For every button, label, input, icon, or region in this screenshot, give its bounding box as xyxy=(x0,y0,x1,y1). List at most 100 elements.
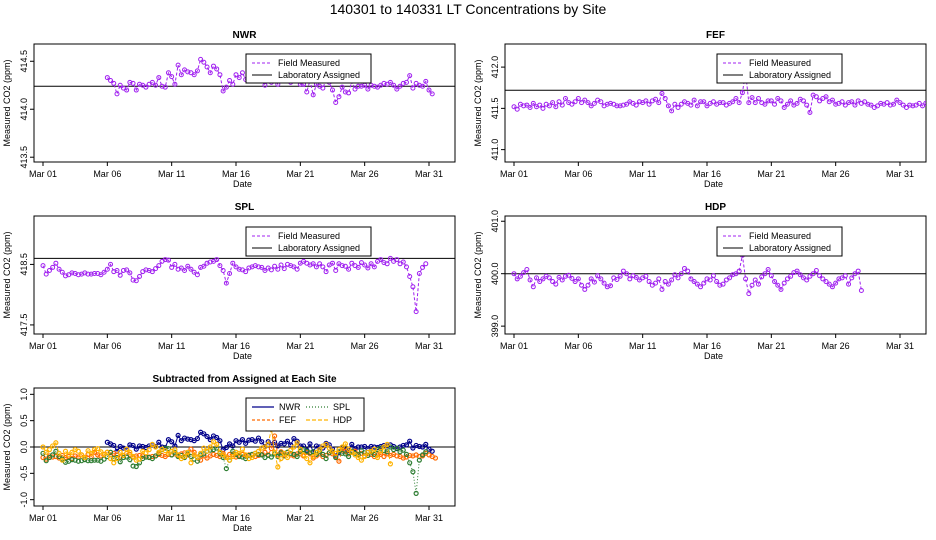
data-point xyxy=(797,272,803,278)
data-point xyxy=(527,105,533,111)
data-point xyxy=(717,100,723,106)
data-point xyxy=(323,269,329,275)
data-point-hdp xyxy=(181,453,188,460)
data-point xyxy=(227,270,233,276)
data-point xyxy=(420,83,426,89)
x-tick-label: Mar 26 xyxy=(351,341,379,351)
data-point-hdp xyxy=(69,449,75,455)
y-tick-label: -1.0 xyxy=(19,492,29,508)
data-point xyxy=(43,271,49,277)
data-point-hdp xyxy=(284,454,291,461)
x-tick-label: Mar 11 xyxy=(629,169,656,179)
data-point-spl xyxy=(416,457,422,463)
data-point-hdp xyxy=(136,456,143,462)
data-point-spl xyxy=(46,454,53,461)
data-point-spl xyxy=(107,449,114,455)
data-point xyxy=(149,79,155,85)
data-point xyxy=(346,90,352,96)
data-point xyxy=(688,102,694,108)
x-tick-label: Mar 16 xyxy=(693,169,721,179)
data-point-nwr xyxy=(201,431,207,437)
data-point xyxy=(582,97,588,103)
data-point xyxy=(169,264,175,270)
data-point-hdp xyxy=(345,446,352,452)
data-point-hdp xyxy=(82,454,88,461)
data-point xyxy=(220,267,226,273)
legend-label-spl: SPL xyxy=(333,402,350,412)
data-point xyxy=(310,261,316,267)
x-tick-label: Mar 21 xyxy=(286,169,314,179)
data-point-spl xyxy=(371,451,377,457)
legend-label-field: Field Measured xyxy=(749,231,811,241)
data-point xyxy=(749,95,755,101)
data-point xyxy=(371,264,377,270)
plot-frame xyxy=(33,215,456,335)
data-point xyxy=(739,90,745,96)
data-point-nwr xyxy=(281,441,287,447)
data-point-nwr xyxy=(175,432,181,439)
data-point-nwr xyxy=(239,437,246,443)
data-point xyxy=(358,260,364,266)
x-axis-label: Date xyxy=(233,351,252,361)
data-point-nwr xyxy=(214,434,220,441)
data-point-spl xyxy=(152,453,159,459)
data-point xyxy=(620,268,626,274)
data-point xyxy=(130,80,136,86)
data-point-spl xyxy=(419,452,426,458)
data-point-spl xyxy=(268,454,274,460)
data-point-nwr xyxy=(275,443,281,449)
data-point xyxy=(317,261,323,267)
data-point-nwr xyxy=(246,437,252,443)
legend-label-assigned: Laboratory Assigned xyxy=(749,70,831,80)
data-point xyxy=(865,101,871,107)
data-point-hdp xyxy=(217,449,223,455)
data-point xyxy=(617,103,623,109)
data-point xyxy=(313,264,319,270)
data-point xyxy=(188,266,194,272)
data-point xyxy=(114,267,120,273)
data-point xyxy=(849,275,855,281)
data-point xyxy=(566,272,572,278)
data-point-hdp xyxy=(272,449,278,455)
data-point-fef xyxy=(50,454,56,460)
data-point xyxy=(829,97,835,103)
data-point xyxy=(346,266,352,272)
x-axis-label: Date xyxy=(704,179,723,189)
data-point-hdp xyxy=(88,450,94,456)
legend: NWR FEF SPL HDP xyxy=(245,397,365,432)
data-point xyxy=(620,102,626,108)
data-point xyxy=(707,277,713,283)
data-point-fef xyxy=(394,453,400,459)
data-point xyxy=(842,102,848,108)
data-point xyxy=(829,284,835,290)
x-tick-label: Mar 06 xyxy=(564,169,592,179)
data-point xyxy=(765,266,771,272)
data-point xyxy=(823,94,829,100)
data-point xyxy=(514,106,520,112)
data-point xyxy=(426,87,432,93)
data-point xyxy=(569,101,575,107)
data-point-hdp xyxy=(220,452,226,458)
data-point-nwr xyxy=(368,443,374,450)
legend-box xyxy=(245,397,365,432)
data-point xyxy=(910,103,916,109)
data-point xyxy=(162,257,168,263)
x-tick-label: Mar 26 xyxy=(822,169,850,179)
legend-label-fef: FEF xyxy=(279,415,297,425)
data-point-fef xyxy=(188,446,194,452)
x-tick-label: Mar 31 xyxy=(415,169,443,179)
data-point xyxy=(423,261,429,267)
data-point-nwr xyxy=(278,440,284,446)
data-point-hdp xyxy=(362,453,368,460)
data-point xyxy=(50,264,56,270)
data-point-hdp xyxy=(59,457,65,463)
data-point-hdp xyxy=(288,447,294,453)
x-tick-label: Mar 21 xyxy=(757,341,785,351)
data-point xyxy=(662,279,668,285)
data-point-nwr xyxy=(407,438,413,444)
data-point-nwr xyxy=(133,446,139,452)
data-point-hdp xyxy=(387,461,393,467)
data-point xyxy=(633,274,639,280)
data-point-spl xyxy=(149,455,155,462)
data-point-hdp xyxy=(143,450,149,456)
